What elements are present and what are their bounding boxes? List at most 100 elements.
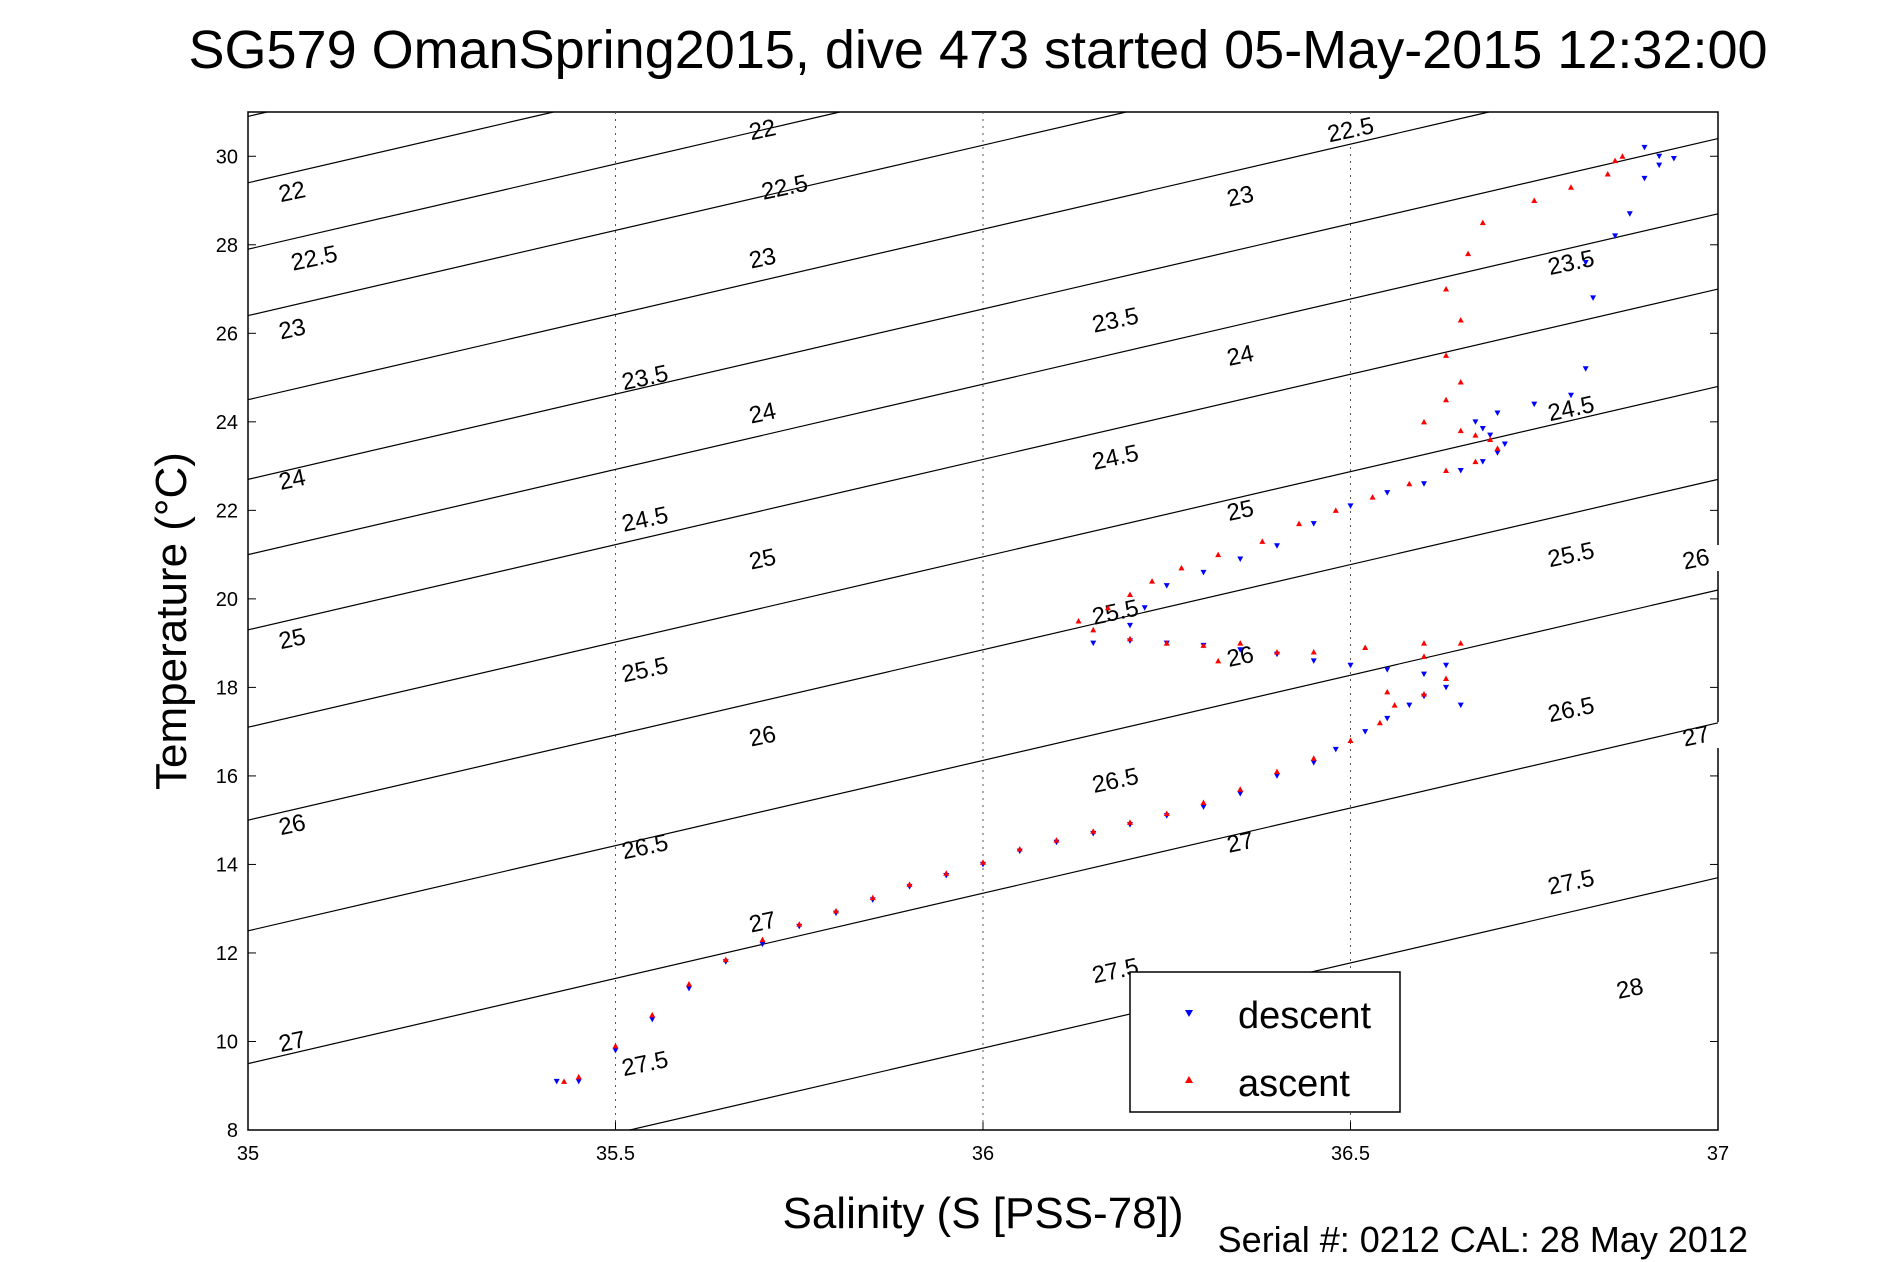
ascent-point	[1104, 604, 1111, 611]
ascent-point	[1421, 691, 1427, 697]
descent-point	[1384, 490, 1391, 496]
descent-point	[1406, 702, 1413, 709]
isopycnal-label: 23	[1224, 181, 1256, 213]
isopycnal-label-bg	[1091, 306, 1140, 333]
descent-point	[1494, 410, 1501, 416]
x-tick-label: 35.5	[596, 1143, 635, 1165]
ascent-point	[1472, 458, 1479, 465]
y-tick-label: 26	[216, 323, 238, 345]
isopycnal-label-bg	[620, 1049, 669, 1076]
descent-point	[1362, 729, 1369, 735]
descent-point	[1332, 746, 1339, 753]
ascent-point	[1604, 170, 1611, 177]
isopycnal-line	[247, 478, 1719, 821]
ascent-point	[1421, 418, 1427, 425]
isopycnal-label-bg	[738, 398, 787, 425]
descent-point	[1494, 450, 1501, 456]
ascent-point	[1090, 828, 1097, 834]
isopycnal-label-bg	[1326, 115, 1375, 142]
ascent-point	[1612, 157, 1619, 164]
ascent-point	[561, 1078, 568, 1084]
descent-point	[1127, 622, 1133, 629]
isopycnal-label: 26	[276, 809, 308, 841]
ascent-point	[1443, 396, 1450, 403]
ascent-point	[1149, 578, 1156, 584]
isopycnal-label-bg	[1091, 766, 1140, 793]
isopycnal-label: 27	[747, 906, 779, 938]
isopycnal-label-bg	[1605, 974, 1654, 1001]
isopycnal-label-bg	[268, 314, 317, 341]
descent-point	[1626, 211, 1633, 217]
ascent-point	[1127, 591, 1133, 597]
ascent-point	[1163, 810, 1170, 817]
ascent-point	[1457, 427, 1464, 434]
isopycnal-label-bg	[1091, 443, 1140, 470]
isopycnal-label-bg	[620, 363, 669, 390]
plot-area: 222222.522.522.523232323.523.523.5242424…	[216, 111, 1729, 1165]
ascent-point	[1384, 688, 1391, 695]
ascent-point	[1274, 648, 1280, 655]
legend-box	[1129, 971, 1401, 1113]
ascent-point	[1053, 837, 1060, 843]
descent-point	[1472, 419, 1479, 425]
ascent-point	[1075, 618, 1082, 624]
descent-point	[1641, 144, 1648, 151]
descent-point	[1641, 175, 1648, 182]
isopycnal-label: 26	[1224, 641, 1256, 673]
isopycnal-label-bg	[620, 505, 669, 532]
ascent-point	[649, 1011, 656, 1018]
isopycnal-line	[247, 213, 1719, 556]
isopycnal-label: 28	[1614, 973, 1646, 1005]
x-tick-label: 36	[972, 1143, 994, 1165]
descent-point	[1421, 671, 1427, 678]
legend-descent-marker	[1185, 1010, 1193, 1017]
isopycnal-label-bg	[1091, 598, 1140, 625]
descent-point	[1501, 441, 1508, 447]
ascent-point	[1237, 786, 1244, 792]
ascent-point	[1237, 640, 1244, 646]
ascent-point	[1406, 480, 1413, 487]
ascent-point	[1362, 644, 1369, 651]
legend: descent ascent	[1129, 971, 1401, 1113]
descent-point	[1670, 155, 1677, 162]
ascent-point	[1443, 352, 1450, 358]
ascent-point	[1457, 378, 1464, 385]
descent-point	[1141, 605, 1148, 611]
ascent-point	[1090, 626, 1097, 633]
isopycnal-label-bg	[738, 545, 787, 572]
ascent-point	[1347, 737, 1354, 744]
descent-point	[612, 1047, 619, 1054]
ascent-point	[1457, 317, 1464, 323]
y-tick-label: 16	[216, 766, 238, 788]
isopycnal-label-bg	[268, 624, 317, 651]
ascent-point	[869, 894, 876, 901]
y-tick-label: 10	[216, 1031, 238, 1053]
legend-descent-label: descent	[1238, 995, 1372, 1037]
isopycnal-label-bg	[1216, 828, 1265, 855]
legend-ascent-marker	[1185, 1076, 1193, 1083]
ascent-point	[1259, 538, 1266, 544]
legend-ascent-label: ascent	[1238, 1063, 1350, 1105]
descent-point	[1347, 662, 1354, 669]
descent-point	[686, 985, 692, 992]
ascent-point	[1163, 640, 1170, 646]
isopycnal-line	[247, 288, 1719, 631]
ascent-point	[1127, 819, 1133, 825]
ascent-point	[1016, 845, 1023, 852]
descent-point	[1582, 366, 1589, 372]
isopycnal-label: 27	[1224, 827, 1256, 859]
isopycnal-label-bg	[1671, 722, 1720, 749]
descent-point	[1200, 569, 1207, 576]
isopycnal-label-bg	[1216, 341, 1265, 368]
isopycnal-label-bg	[268, 810, 317, 837]
descent-point	[1590, 295, 1597, 301]
ascent-point	[1127, 635, 1133, 642]
ascent-point	[1200, 799, 1207, 805]
x-tick-label: 36.5	[1331, 1143, 1370, 1165]
isopycnal-label-bg	[620, 832, 669, 859]
ascent-point	[1200, 642, 1207, 648]
ascent-point	[1421, 640, 1427, 646]
isopycnal-label-bg	[1216, 182, 1265, 209]
isopycnal-label-bg	[1547, 695, 1595, 722]
isopycnal-line	[247, 722, 1719, 1065]
